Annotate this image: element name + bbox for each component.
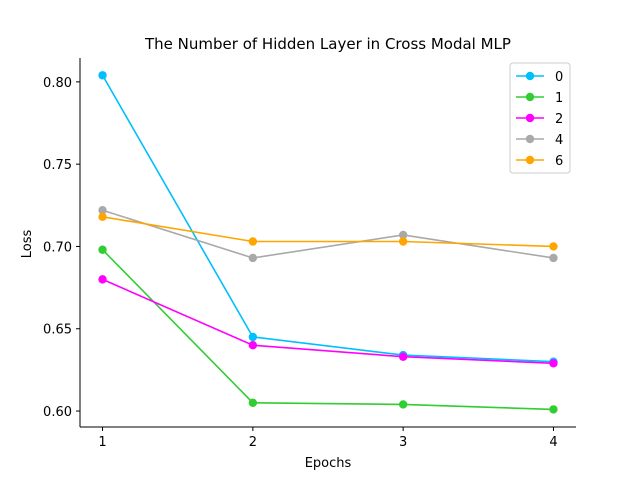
data-point	[248, 332, 258, 342]
plot-area: 0.60 0.65 0.70 0.75 0.80 1 2 3 4	[43, 58, 576, 450]
data-point	[98, 275, 107, 284]
series-group	[98, 71, 558, 414]
series-6	[98, 212, 558, 251]
legend-item: 0	[516, 70, 563, 85]
legend-item: 2	[516, 112, 563, 127]
data-point	[398, 352, 408, 361]
legend-label: 4	[555, 133, 563, 148]
legend-item: 4	[516, 133, 563, 148]
series-1	[98, 245, 558, 414]
data-point	[98, 212, 107, 222]
data-point	[549, 253, 558, 263]
data-point	[549, 242, 558, 251]
y-tick-label: 0.70	[43, 240, 72, 255]
data-point	[549, 405, 558, 414]
x-ticks: 1 2 3 4	[98, 427, 558, 450]
data-point	[248, 398, 258, 408]
legend-swatch-marker	[525, 71, 535, 81]
legend: 0 1 2 4 6	[509, 62, 571, 174]
legend-swatch-marker	[525, 92, 535, 102]
series-line	[102, 209, 554, 259]
x-tick-label: 2	[249, 435, 257, 450]
series-line	[102, 278, 554, 365]
legend-swatch-marker	[525, 155, 535, 165]
legend-swatch-marker	[525, 113, 535, 123]
series-0	[98, 71, 558, 366]
y-ticks: 0.60 0.65 0.70 0.75 0.80	[43, 76, 80, 420]
data-point	[98, 245, 107, 254]
y-tick-label: 0.60	[43, 405, 72, 420]
series-line	[101, 249, 554, 411]
chart-title: The Number of Hidden Layer in Cross Moda…	[144, 35, 511, 53]
series-line	[102, 216, 554, 248]
data-point	[98, 206, 107, 215]
series-line	[101, 74, 554, 363]
data-point	[98, 71, 107, 80]
legend-label: 2	[555, 112, 563, 127]
x-tick-label: 1	[98, 435, 106, 450]
legend-item: 1	[516, 91, 563, 106]
y-tick-label: 0.75	[43, 158, 72, 173]
series-2	[98, 275, 558, 368]
series-4	[98, 206, 558, 263]
data-point	[398, 230, 408, 240]
data-point	[248, 253, 258, 263]
legend-label: 1	[555, 91, 563, 106]
legend-swatch-marker	[525, 134, 535, 144]
legend-item: 6	[516, 154, 563, 169]
data-point	[398, 400, 408, 409]
legend-label: 6	[555, 154, 563, 169]
y-axis-label: Loss	[20, 230, 35, 259]
y-tick-label: 0.65	[43, 323, 72, 338]
data-point	[248, 341, 258, 350]
legend-label: 0	[555, 70, 563, 85]
data-point	[398, 237, 408, 246]
x-tick-label: 4	[549, 435, 557, 450]
x-axis-label: Epochs	[305, 456, 352, 471]
data-point	[549, 359, 558, 368]
data-point	[248, 237, 258, 246]
x-tick-label: 3	[399, 435, 407, 450]
y-tick-label: 0.80	[43, 76, 72, 91]
